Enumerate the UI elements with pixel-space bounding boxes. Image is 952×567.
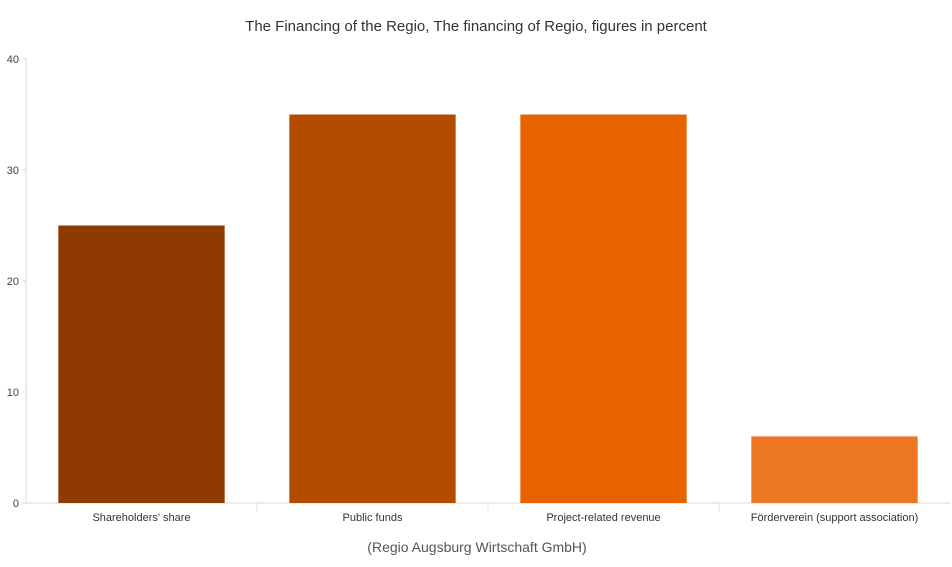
- y-tick-label: 30: [7, 165, 19, 177]
- bar[interactable]: [751, 436, 918, 503]
- x-ticks: [256, 503, 720, 511]
- bar[interactable]: [289, 114, 456, 504]
- y-ticks: 0 10 20 30 40: [7, 54, 26, 510]
- y-tick-label: 10: [7, 387, 19, 399]
- chart-title: The Financing of the Regio, The financin…: [245, 18, 707, 35]
- category-label: Public funds: [343, 512, 403, 524]
- bars: [58, 114, 918, 504]
- y-tick-label: 0: [13, 498, 19, 510]
- category-label: Project-related revenue: [546, 512, 660, 524]
- category-labels: Shareholders' share Public funds Project-r…: [92, 512, 918, 524]
- bar[interactable]: [58, 225, 225, 504]
- category-label: Förderverein (support association): [751, 512, 919, 524]
- y-tick-label: 20: [7, 276, 19, 288]
- y-tick-label: 40: [7, 54, 19, 66]
- bar[interactable]: [520, 114, 687, 504]
- category-label: Shareholders' share: [92, 512, 190, 524]
- x-axis-title: (Regio Augsburg Wirtschaft GmbH): [367, 539, 586, 555]
